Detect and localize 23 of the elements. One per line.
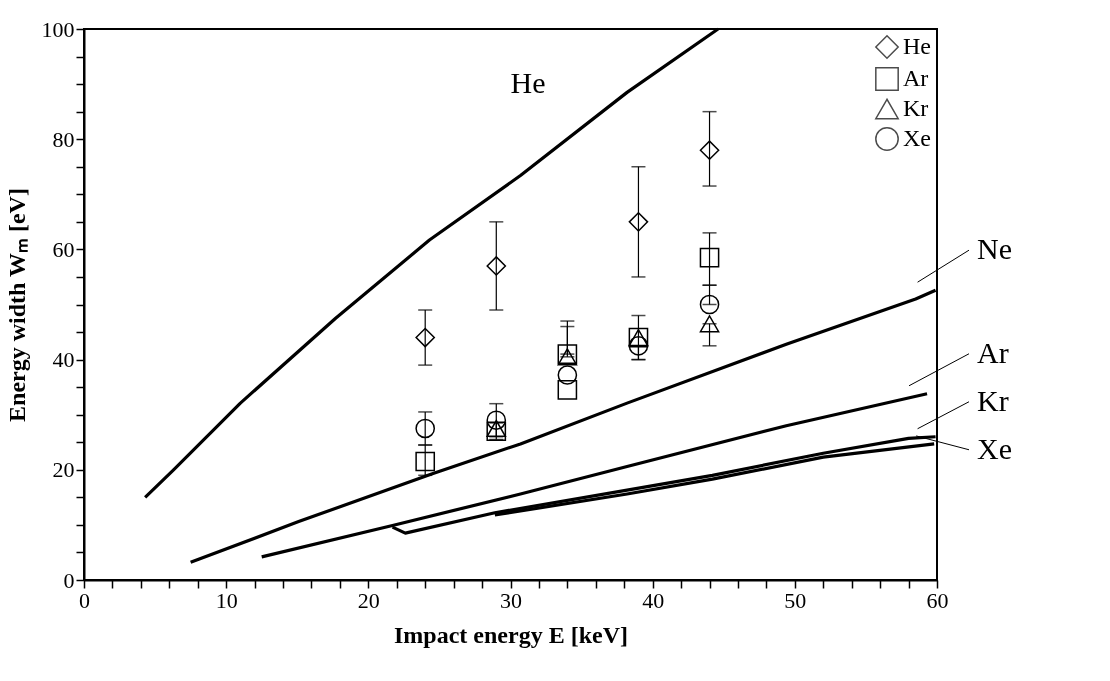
x-tick-label: 40 — [642, 587, 665, 613]
legend-label: Ar — [903, 65, 929, 91]
y-tick-label: 40 — [52, 347, 75, 373]
legend-label: He — [903, 33, 931, 59]
y-tick-label: 80 — [52, 126, 75, 152]
y-axis-title: Energy width Wₘ [eV] — [3, 188, 30, 422]
x-axis-title: Impact energy E [keV] — [394, 621, 628, 648]
legend-label: Ar — [977, 335, 1009, 369]
x-tick-label: 50 — [784, 587, 807, 613]
legend-label: Ne — [977, 232, 1012, 266]
legend-label: Kr — [977, 383, 1009, 417]
x-tick-label: 30 — [500, 587, 522, 613]
legend-label: Kr — [903, 95, 929, 121]
series-label: He — [510, 66, 546, 99]
y-tick-label: 20 — [52, 457, 75, 483]
y-tick-label: 100 — [41, 16, 75, 42]
x-tick-label: 60 — [926, 587, 949, 613]
y-tick-label: 60 — [52, 236, 75, 262]
y-tick-label: 0 — [63, 567, 75, 593]
x-tick-label: 20 — [357, 587, 380, 613]
x-tick-label: 10 — [215, 587, 238, 613]
legend-label: Xe — [977, 431, 1012, 465]
legend-label: Xe — [903, 125, 931, 151]
